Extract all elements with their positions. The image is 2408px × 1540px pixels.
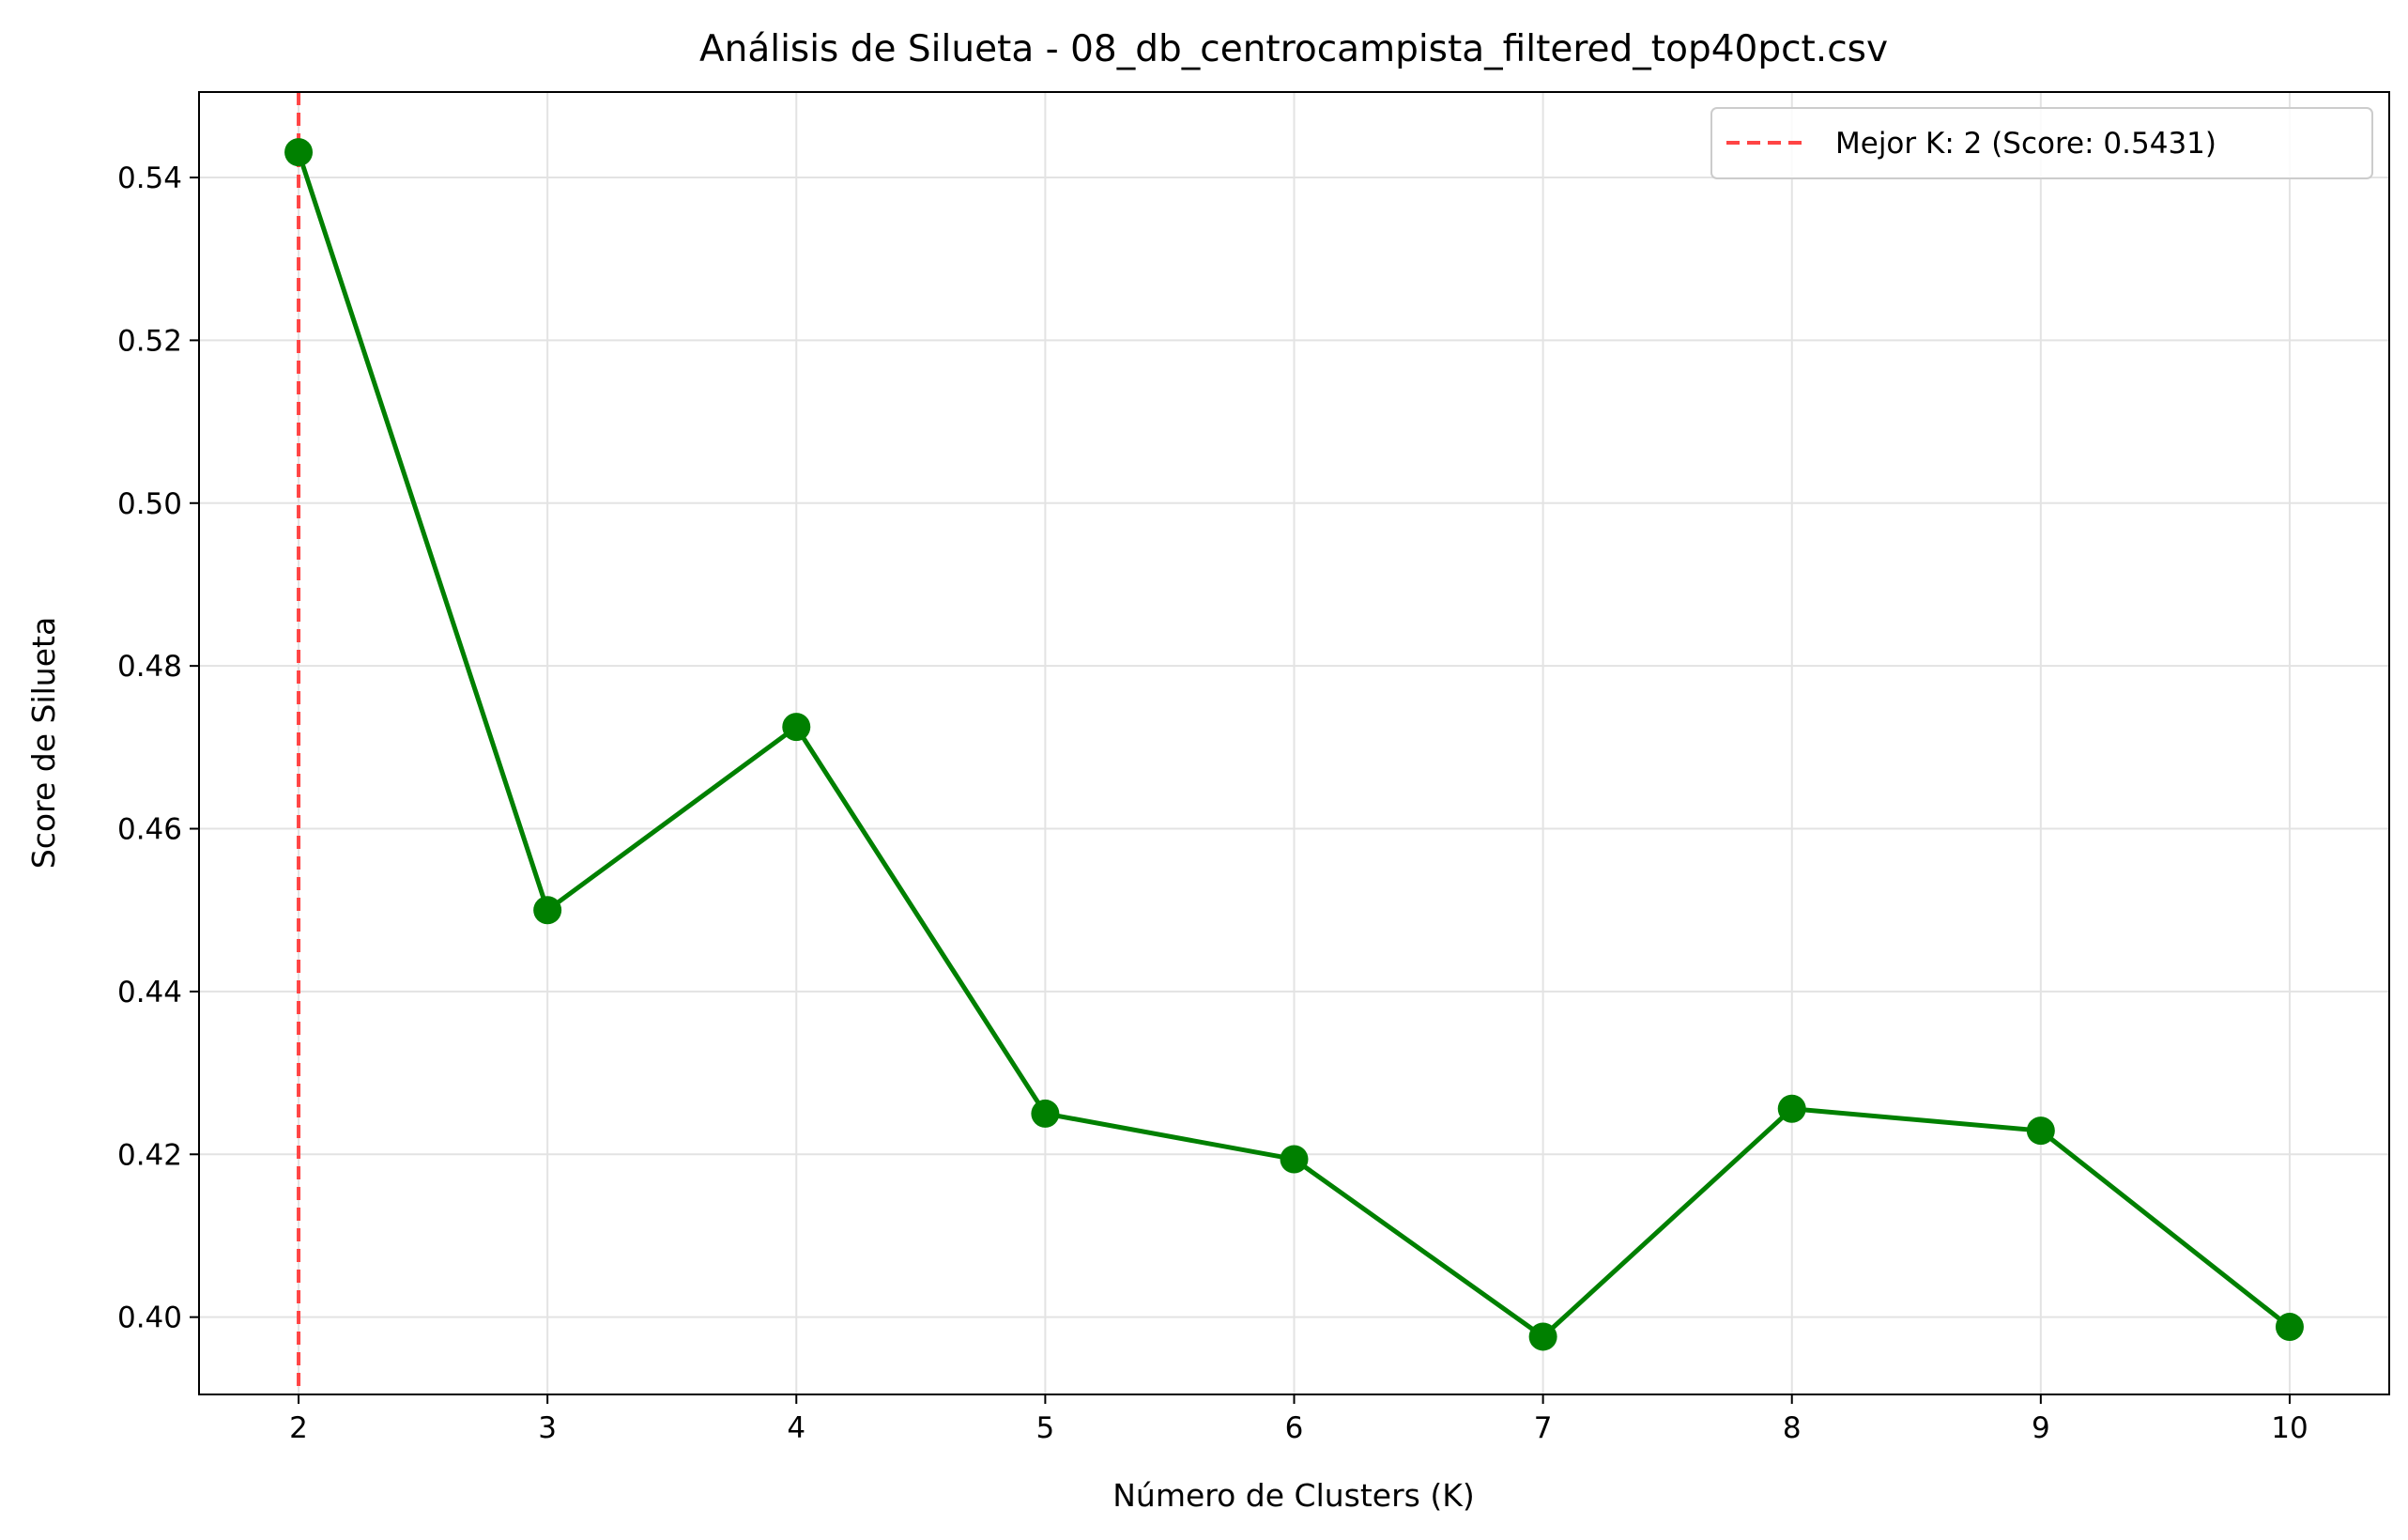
x-axis-label: Número de Clusters (K) — [1112, 1477, 1475, 1514]
data-point-k4 — [782, 713, 811, 742]
data-point-k3 — [533, 896, 562, 925]
chart-title: Análisis de Silueta - 08_db_centrocampis… — [699, 28, 1888, 70]
data-point-k5 — [1031, 1099, 1060, 1128]
y-tick-label: 0.48 — [117, 650, 182, 684]
y-tick-label: 0.50 — [117, 487, 182, 521]
data-point-k10 — [2275, 1313, 2304, 1342]
data-point-k8 — [1777, 1094, 1806, 1123]
series-group — [284, 138, 2304, 1351]
y-tick-label: 0.54 — [117, 162, 182, 195]
legend: Mejor K: 2 (Score: 0.5431) — [1710, 107, 2373, 179]
x-tick-label: 6 — [1285, 1411, 1304, 1445]
x-tick-label: 10 — [2271, 1411, 2308, 1445]
data-point-k9 — [2026, 1116, 2055, 1146]
data-point-k6 — [1280, 1145, 1309, 1174]
y-axis-label: Score de Silueta — [25, 617, 62, 869]
x-tick-label: 3 — [538, 1411, 557, 1445]
y-tick-label: 0.40 — [117, 1301, 182, 1335]
y-tick-label: 0.46 — [117, 813, 182, 847]
data-point-k7 — [1528, 1322, 1557, 1351]
x-ticks: 2 3 4 5 6 7 8 9 10 — [289, 1394, 2308, 1445]
x-tick-label: 8 — [1783, 1411, 1802, 1445]
grid-lines — [199, 92, 2389, 1394]
legend-box — [1710, 107, 2373, 179]
x-tick-label: 9 — [2032, 1411, 2050, 1445]
x-tick-label: 7 — [1534, 1411, 1553, 1445]
y-tick-label: 0.42 — [117, 1138, 182, 1172]
y-ticks: 0.40 0.42 0.44 0.46 0.48 0.50 0.52 0.54 — [117, 162, 199, 1335]
y-tick-label: 0.44 — [117, 976, 182, 1009]
data-point-k2 — [284, 138, 314, 167]
x-tick-label: 5 — [1036, 1411, 1055, 1445]
legend-entry-label: Mejor K: 2 (Score: 0.5431) — [1835, 127, 2216, 161]
y-tick-label: 0.52 — [117, 324, 182, 358]
x-tick-label: 4 — [787, 1411, 805, 1445]
x-tick-label: 2 — [289, 1411, 308, 1445]
